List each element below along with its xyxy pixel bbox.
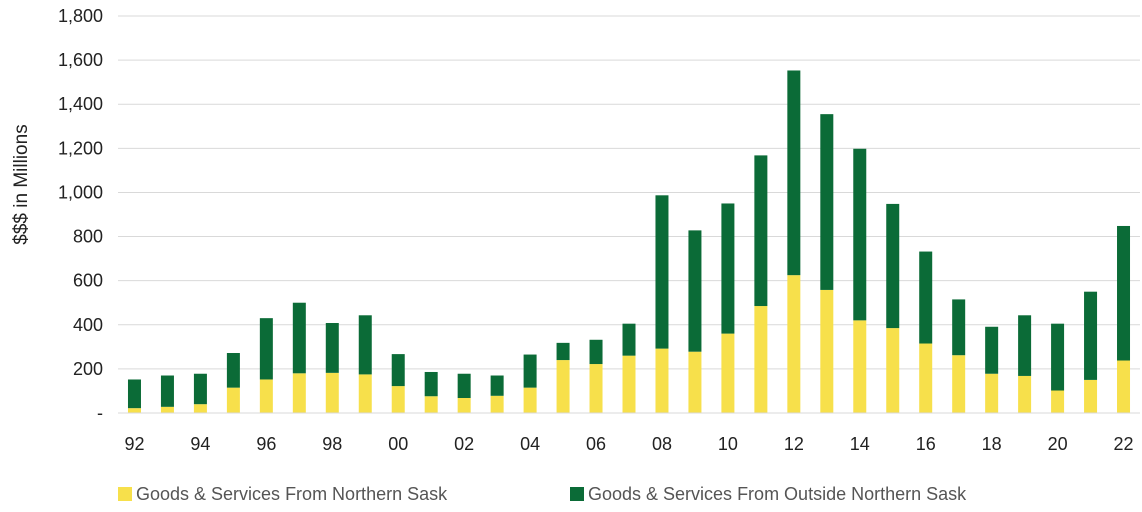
bar-northern-sask-16 — [919, 343, 933, 413]
bar-outside-northern-sask-17 — [952, 299, 966, 356]
bar-outside-northern-sask-20 — [1051, 323, 1065, 391]
y-tick-label: 600 — [73, 271, 103, 291]
bar-outside-northern-sask-94 — [193, 373, 207, 405]
bar-outside-northern-sask-18 — [985, 326, 999, 374]
x-axis-ticks: 92 94 96 98 00 02 04 06 08 10 12 14 16 18 20 22 — [124, 434, 1133, 454]
bar-northern-sask-96 — [259, 379, 273, 413]
y-axis-label: $$$ in Millions — [11, 124, 32, 244]
y-tick-label: 400 — [73, 315, 103, 335]
bar-outside-northern-sask-96 — [259, 318, 273, 380]
bar-outside-northern-sask-01 — [424, 371, 438, 397]
bar-northern-sask-17 — [952, 355, 966, 413]
x-tick-label: 14 — [850, 434, 870, 454]
bar-northern-sask-19 — [1018, 375, 1032, 413]
bar-outside-northern-sask-13 — [820, 114, 834, 290]
y-axis-ticks: - 200 400 600 800 1,000 1,200 1,400 1,600 1,800 — [58, 6, 103, 423]
bar-northern-sask-06 — [589, 364, 603, 413]
bar-outside-northern-sask-95 — [226, 353, 240, 388]
bar-northern-sask-01 — [424, 396, 438, 413]
x-tick-label: 12 — [784, 434, 804, 454]
bar-outside-northern-sask-22 — [1117, 225, 1131, 361]
bar-outside-northern-sask-05 — [556, 342, 570, 361]
x-tick-label: 06 — [586, 434, 606, 454]
bar-northern-sask-00 — [391, 386, 405, 413]
bar-northern-sask-21 — [1084, 379, 1098, 413]
bar-northern-sask-10 — [721, 333, 735, 413]
bar-northern-sask-08 — [655, 348, 669, 413]
y-tick-label: 1,600 — [58, 50, 103, 70]
bar-outside-northern-sask-92 — [127, 379, 141, 409]
bar-outside-northern-sask-03 — [490, 375, 504, 396]
bar-outside-northern-sask-02 — [457, 373, 471, 398]
bar-northern-sask-05 — [556, 360, 570, 413]
legend: Goods & Services From Northern Sask Goods… — [118, 484, 967, 504]
bar-northern-sask-11 — [754, 306, 768, 413]
y-tick-label: 1,800 — [58, 6, 103, 26]
y-tick-label: 1,400 — [58, 94, 103, 114]
bar-outside-northern-sask-08 — [655, 195, 669, 349]
bar-northern-sask-07 — [622, 355, 636, 413]
y-tick-label: 200 — [73, 359, 103, 379]
bar-outside-northern-sask-09 — [688, 230, 702, 352]
x-tick-label: 08 — [652, 434, 672, 454]
bar-outside-northern-sask-97 — [292, 302, 306, 374]
x-tick-label: 04 — [520, 434, 540, 454]
x-tick-label: 96 — [256, 434, 276, 454]
x-tick-label: 16 — [916, 434, 936, 454]
x-tick-label: 00 — [388, 434, 408, 454]
x-tick-label: 94 — [190, 434, 210, 454]
legend-label: Goods & Services From Northern Sask — [136, 484, 448, 504]
y-tick-label: 800 — [73, 227, 103, 247]
bar-outside-northern-sask-99 — [358, 315, 372, 375]
bar-outside-northern-sask-04 — [523, 354, 537, 388]
x-tick-label: 02 — [454, 434, 474, 454]
bar-outside-northern-sask-98 — [325, 323, 339, 373]
x-tick-label: 92 — [124, 434, 144, 454]
bar-northern-sask-04 — [523, 387, 537, 413]
x-tick-label: 20 — [1048, 434, 1068, 454]
legend-swatch — [118, 487, 132, 501]
bar-outside-northern-sask-10 — [721, 203, 735, 334]
y-tick-label: 1,200 — [58, 138, 103, 158]
bar-northern-sask-13 — [820, 289, 834, 413]
bar-northern-sask-03 — [490, 395, 504, 413]
y-tick-label: - — [97, 403, 103, 423]
bar-northern-sask-14 — [853, 320, 867, 413]
bar-northern-sask-94 — [193, 404, 207, 413]
bar-northern-sask-92 — [127, 408, 141, 413]
bar-outside-northern-sask-15 — [886, 203, 900, 329]
y-tick-label: 1,000 — [58, 182, 103, 202]
bar-outside-northern-sask-00 — [391, 354, 405, 387]
bars — [127, 70, 1131, 413]
bar-northern-sask-02 — [457, 398, 471, 413]
bar-northern-sask-15 — [886, 328, 900, 413]
legend-swatch — [570, 487, 584, 501]
bar-northern-sask-93 — [160, 406, 174, 413]
bar-outside-northern-sask-14 — [853, 148, 867, 321]
x-tick-label: 18 — [982, 434, 1002, 454]
bar-outside-northern-sask-11 — [754, 155, 768, 307]
bar-outside-northern-sask-07 — [622, 323, 636, 356]
legend-label: Goods & Services From Outside Northern S… — [588, 484, 967, 504]
x-tick-label: 10 — [718, 434, 738, 454]
bar-northern-sask-12 — [787, 275, 801, 413]
bar-northern-sask-97 — [292, 373, 306, 413]
bar-northern-sask-22 — [1117, 360, 1131, 413]
bar-northern-sask-95 — [226, 387, 240, 413]
bar-outside-northern-sask-16 — [919, 251, 933, 344]
bar-northern-sask-99 — [358, 374, 372, 413]
bar-northern-sask-98 — [325, 372, 339, 413]
bar-outside-northern-sask-19 — [1018, 315, 1032, 376]
bar-outside-northern-sask-93 — [160, 375, 174, 407]
x-tick-label: 98 — [322, 434, 342, 454]
bar-northern-sask-18 — [985, 373, 999, 413]
gridlines — [118, 15, 1140, 370]
bar-outside-northern-sask-21 — [1084, 291, 1098, 380]
x-tick-label: 22 — [1114, 434, 1134, 454]
bar-outside-northern-sask-06 — [589, 339, 603, 365]
bar-northern-sask-20 — [1051, 390, 1065, 413]
bar-outside-northern-sask-12 — [787, 70, 801, 276]
bar-northern-sask-09 — [688, 351, 702, 413]
